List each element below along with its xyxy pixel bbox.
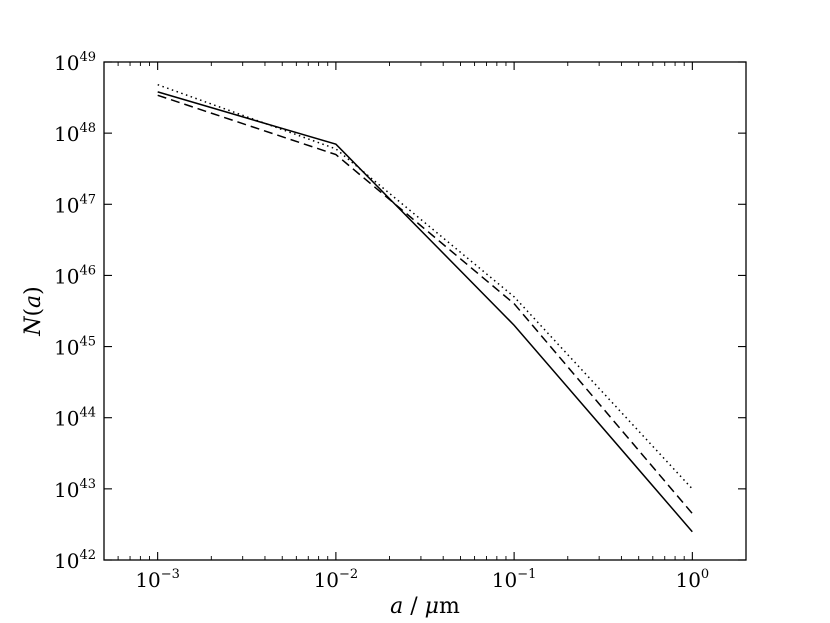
- x-axis-label: a / μm: [390, 594, 460, 619]
- y-axis-label: N(a): [21, 286, 46, 337]
- plot-frame: [103, 61, 747, 561]
- series-line-solid: [157, 91, 693, 533]
- y-tick-label: 1047: [54, 192, 96, 217]
- y-tick-label: 1048: [54, 121, 96, 146]
- x-tick-label: 10−3: [135, 567, 180, 592]
- tick-labels: 10−3 10−2 10−1 100 1042 1043 1044 1045 1046 1047 1…: [54, 50, 709, 592]
- series-lines: [157, 83, 693, 533]
- series-line-dotted: [157, 83, 693, 490]
- y-tick-label: 1049: [54, 50, 96, 75]
- y-tick-label: 1045: [54, 335, 96, 360]
- x-tick-label: 10−1: [492, 567, 537, 592]
- y-tick-label: 1046: [54, 263, 96, 288]
- y-tick-label: 1043: [54, 477, 96, 502]
- axis-ticks: [104, 61, 746, 561]
- y-tick-label: 1042: [54, 548, 96, 573]
- x-tick-label: 100: [675, 567, 709, 592]
- series-line-dashed: [157, 94, 693, 514]
- x-tick-label: 10−2: [314, 567, 359, 592]
- y-tick-label: 1044: [54, 406, 96, 431]
